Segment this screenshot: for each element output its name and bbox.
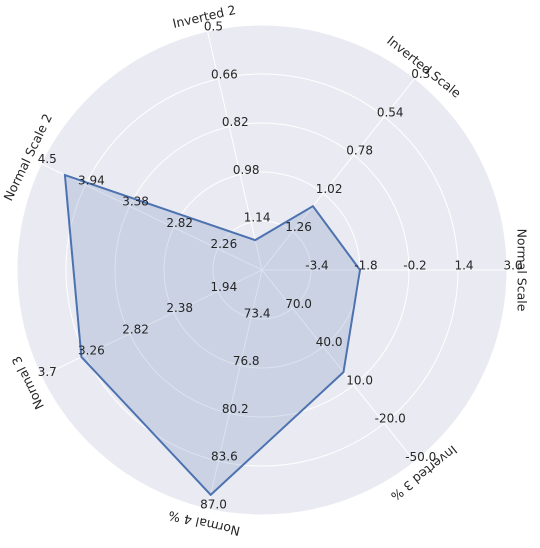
tick-label: 1.26: [285, 220, 312, 234]
tick-label: 0.66: [211, 67, 238, 81]
tick-label: 1.02: [316, 182, 343, 196]
tick-label: -3.4: [305, 259, 328, 273]
tick-label: 1.94: [210, 280, 237, 294]
axis-line: [206, 269, 263, 509]
tick-label: -0.2: [403, 259, 426, 273]
tick-label: 0.82: [222, 115, 249, 129]
tick-label: 70.0: [285, 297, 312, 311]
axis-name: Normal Scale: [515, 229, 530, 312]
tick-label: 10.0: [346, 373, 373, 387]
tick-label: 2.82: [166, 216, 193, 230]
axis-line: [41, 163, 263, 271]
tick-label: 1.4: [454, 259, 473, 273]
tick-label: -20.0: [375, 412, 406, 426]
tick-label: 4.5: [38, 152, 57, 166]
tick-label: 80.2: [222, 402, 249, 416]
tick-label: 0.78: [346, 144, 373, 158]
axis-line: [261, 269, 416, 462]
tick-label: 0.98: [233, 163, 260, 177]
tick-label: 2.38: [166, 301, 193, 315]
axis-line: [41, 269, 263, 377]
tick-label: 0.54: [377, 105, 404, 119]
tick-label: 3.94: [78, 173, 105, 187]
tick-label: 3.7: [38, 365, 57, 379]
tick-label: 0.3: [411, 67, 430, 81]
tick-label: 2.82: [122, 322, 149, 336]
tick-label: 0.5: [204, 20, 223, 34]
data-area: [63, 173, 362, 497]
tick-label: -1.8: [354, 259, 377, 273]
tick-label: 2.26: [210, 237, 237, 251]
axis-line: [206, 31, 263, 271]
tick-label: 83.6: [211, 450, 238, 464]
tick-label: -50.0: [405, 450, 436, 464]
tick-label: 76.8: [233, 354, 260, 368]
tick-label: 87.0: [200, 497, 227, 511]
tick-label: 3.38: [122, 195, 149, 209]
axis-line: [261, 78, 416, 271]
tick-label: 73.4: [244, 306, 271, 320]
tick-label: 3.0: [503, 259, 522, 273]
tick-label: 3.26: [78, 344, 105, 358]
tick-label: 40.0: [316, 335, 343, 349]
tick-label: 1.14: [244, 211, 271, 225]
